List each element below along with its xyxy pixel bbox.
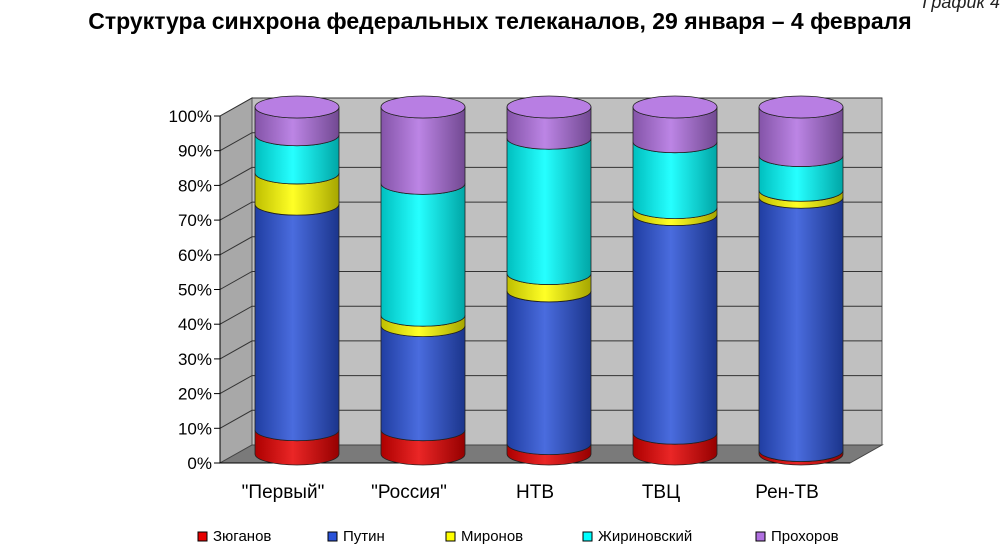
legend-label: Прохоров [771, 528, 839, 545]
bar-segment [380, 106, 466, 195]
chart-title: Структура синхрона федеральных телеканал… [88, 8, 912, 34]
bars [254, 95, 844, 466]
category-label: НТВ [516, 482, 554, 503]
bar-segment [632, 214, 718, 445]
y-tick-label: 50% [178, 281, 212, 300]
bar-segment [380, 325, 466, 442]
bar-top [254, 95, 340, 119]
bar-top [506, 95, 592, 119]
bar-segment [506, 290, 592, 455]
bar-stack [506, 95, 592, 466]
legend-label: Путин [343, 528, 385, 545]
legend-label: Жириновский [598, 528, 692, 545]
figure-number-label: График 4 [922, 0, 1000, 12]
legend-swatch [445, 531, 456, 542]
bar-segment [380, 183, 466, 327]
category-label: "Первый" [242, 482, 325, 503]
bar-stack [380, 95, 466, 466]
bar-stack [758, 95, 844, 466]
y-axis-ticks: 0% 10% 20% 30% 40% 50% 60% 70% 80% 90% 100% [169, 107, 850, 473]
category-label: "Россия" [371, 482, 447, 503]
category-labels: "Первый" "Россия" НТВ ТВЦ Рен-ТВ [242, 482, 819, 503]
bar-segment [254, 204, 340, 442]
legend-swatch [582, 531, 593, 542]
bar-segment [506, 138, 592, 285]
bar-segment [758, 197, 844, 462]
category-label: Рен-ТВ [755, 482, 819, 503]
legend-swatch [327, 531, 338, 542]
y-tick-label: 90% [178, 142, 212, 161]
y-tick-label: 10% [178, 419, 212, 438]
bar-top [632, 95, 718, 119]
legend-label: Зюганов [213, 528, 271, 545]
bar-segment [632, 141, 718, 220]
y-tick-label: 80% [178, 176, 212, 195]
y-tick-label: 30% [178, 350, 212, 369]
legend-swatch [755, 531, 766, 542]
bar-top [380, 95, 466, 119]
y-tick-label: 100% [169, 107, 212, 126]
y-tick-label: 40% [178, 315, 212, 334]
legend-label: Миронов [461, 528, 523, 545]
category-label: ТВЦ [642, 482, 680, 503]
legend-swatch [197, 531, 208, 542]
y-tick-label: 0% [187, 454, 212, 473]
bar-stack [632, 95, 718, 466]
bar-top [758, 95, 844, 119]
y-tick-label: 20% [178, 385, 212, 404]
legend: Зюганов Путин Миронов Жириновский Прохоров [197, 528, 839, 545]
y-tick-label: 60% [178, 246, 212, 265]
y-tick-label: 70% [178, 211, 212, 230]
bar-stack [254, 95, 340, 466]
